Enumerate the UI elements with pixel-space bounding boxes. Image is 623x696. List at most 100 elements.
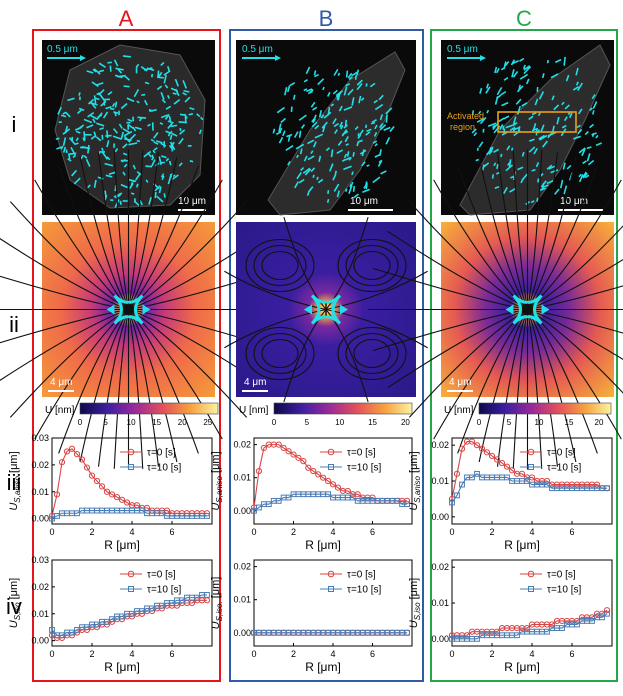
x-tick-label: 2 [291, 527, 296, 537]
scale-bar-ii-label-b: 4 μm [244, 377, 266, 388]
fiber-arrow [494, 96, 499, 105]
activated-region-box [497, 111, 577, 133]
fiber-arrow [500, 153, 503, 158]
data-point [574, 621, 580, 628]
streamline [79, 156, 129, 310]
fiber-arrow [485, 86, 491, 94]
y-tick-label: 0.01 [31, 487, 49, 497]
fiber-arrow [151, 159, 156, 167]
scale-arrow-label-c: 0.5 μm [447, 44, 478, 55]
fiber-arrow [564, 104, 570, 110]
fiber-arrow [96, 122, 105, 127]
fiber-arrow [318, 155, 322, 162]
fiber-arrow [563, 116, 568, 122]
fiber-arrow [143, 150, 152, 158]
data-point [93, 477, 101, 485]
data-point [285, 494, 292, 501]
fiber-arrow [361, 161, 366, 167]
fiber-arrow [83, 154, 88, 159]
legend-marker [528, 464, 534, 470]
fiber-arrow [348, 75, 353, 81]
fiber-arrow [148, 196, 152, 205]
data-point [58, 459, 66, 466]
activated-region-label: Activated region [447, 111, 484, 132]
legend-label: τ=10 [s] [347, 585, 381, 596]
streamline [97, 152, 130, 310]
fiber-arrow [143, 99, 148, 106]
fiber-arrow [568, 112, 573, 119]
fiber-arrow [336, 149, 344, 155]
fiber-arrow [67, 97, 75, 102]
fiber-arrow [115, 67, 124, 71]
x-tick-label: 6 [169, 649, 174, 659]
fiber-arrow [310, 167, 316, 173]
vortex-loop [337, 238, 407, 293]
colorbar-tick-label: 10 [127, 418, 136, 427]
fiber-arrow [95, 97, 100, 101]
y-tick-label: 0.01 [431, 598, 449, 608]
fiber-arrow [169, 130, 173, 135]
x-tick-label: 4 [129, 527, 134, 537]
legend-label: τ=10 [s] [147, 463, 181, 474]
legend-marker [528, 586, 534, 592]
data-point [285, 448, 292, 455]
data-point [543, 477, 551, 485]
fiber-arrow [530, 200, 535, 204]
fiber-arrow [280, 117, 287, 124]
fiber-arrow [563, 185, 568, 195]
fiber-arrow [351, 171, 354, 176]
fiber-arrow [332, 89, 338, 95]
colorbar-label: U [nm] [45, 405, 75, 416]
data-point [524, 478, 530, 484]
colorbar-tick-label: 5 [103, 418, 108, 427]
streamline [408, 309, 528, 418]
x-tick-label: 6 [569, 527, 574, 537]
x-axis-label: R [μm] [104, 538, 140, 552]
data-point [544, 481, 550, 488]
data-point [320, 474, 327, 481]
y-tick-label: 0.00 [31, 636, 49, 646]
data-point [469, 474, 475, 481]
fiber-arrow [169, 173, 174, 177]
panel-label-a: A [119, 6, 134, 31]
fiber-arrow [113, 59, 119, 67]
fiber-arrows-b [272, 66, 395, 203]
fiber-arrow [529, 138, 535, 142]
fiber-arrow [354, 74, 357, 80]
fiber-arrow [314, 124, 320, 130]
fiber-arrow [323, 111, 332, 119]
fiber-arrow [99, 127, 104, 131]
x-axis-label: R [μm] [305, 538, 341, 552]
fiber-arrow [373, 99, 378, 104]
streamline [127, 150, 144, 310]
fiber-arrow [378, 94, 384, 101]
fiber-arrow [127, 123, 134, 130]
fiber-arrow [174, 78, 179, 87]
data-point [453, 470, 461, 477]
x-tick-label: 2 [291, 649, 296, 659]
fiber-arrow [153, 147, 158, 151]
fiber-arrow [546, 59, 549, 64]
fiber-arrow [184, 96, 191, 103]
y-tick-label: 0.00 [431, 634, 449, 644]
fiber-arrow [487, 122, 497, 128]
x-tick-label: 0 [251, 649, 256, 659]
fiber-arrow [285, 145, 294, 151]
data-point [483, 449, 491, 456]
legend-marker [527, 570, 535, 578]
vortex-loop [345, 244, 399, 287]
streamline [527, 156, 577, 310]
x-axis-label: R [μm] [504, 660, 540, 674]
fiber-arrow [516, 105, 521, 115]
data-point [334, 484, 342, 491]
fiber-arrow [163, 74, 167, 84]
data-point [83, 464, 91, 471]
fiber-arrow [536, 197, 539, 202]
fiber-arrow [374, 153, 381, 158]
fiber-arrow [68, 137, 76, 145]
fiber-arrow [577, 128, 583, 135]
fiber-arrow [371, 118, 377, 124]
fiber-arrow [547, 132, 553, 139]
fiber-arrow [122, 143, 128, 149]
fiber-arrow [511, 147, 514, 151]
